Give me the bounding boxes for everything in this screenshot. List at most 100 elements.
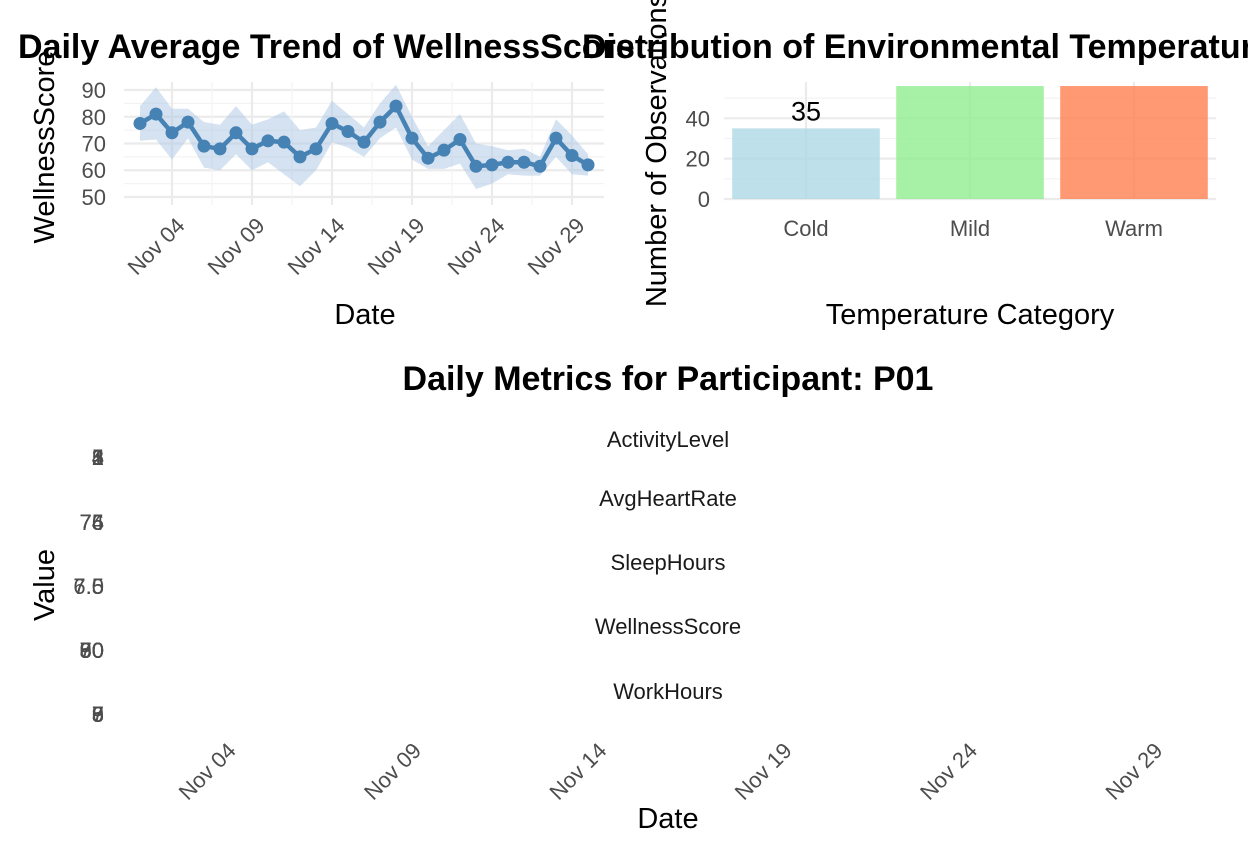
facet-y-tick-label: 3 <box>92 445 104 470</box>
temperature-y-tick-label: 0 <box>698 187 710 212</box>
temperature-bars <box>732 86 1208 199</box>
wellness-x-ticks: Nov 04 Nov 09 Nov 14 Nov 19 Nov 24 Nov 29 <box>123 213 590 280</box>
temperature-y-tick-label: 40 <box>686 106 710 131</box>
facet-y-tick-label: 2 <box>92 445 104 470</box>
wellness-data-point <box>245 142 259 156</box>
participant-chart-title: Daily Metrics for Participant: P01 <box>403 360 934 398</box>
wellness-data-point <box>149 107 163 121</box>
wellness-data-point <box>485 158 499 172</box>
temperature-bar-cold <box>732 128 880 199</box>
wellness-data-point <box>453 132 467 146</box>
facet-y-tick-label: 4 <box>92 445 104 470</box>
wellness-data-point <box>405 131 419 145</box>
wellness-x-tick-label: Nov 29 <box>523 213 590 280</box>
participant-facets: ActivityLevel54321AvgHeartRate767574Slee… <box>73 427 741 727</box>
wellness-x-tick-label: Nov 24 <box>443 213 510 280</box>
temperature-x-axis-title: Temperature Category <box>826 299 1115 331</box>
temperature-bar-labels: 35 <box>791 96 821 126</box>
wellness-data-point <box>309 142 323 156</box>
temperature-x-tick-label: Warm <box>1105 216 1163 241</box>
wellness-data-point <box>261 134 275 148</box>
participant-metrics-panel: ActivityLevel54321AvgHeartRate767574Slee… <box>29 360 1167 835</box>
wellness-data-point <box>373 115 387 129</box>
facet-strip-label: ActivityLevel <box>607 427 729 452</box>
temperature-x-tick-label: Mild <box>950 216 990 241</box>
facet-y-tick-label: 9 <box>92 702 104 727</box>
facet-y-tick-label: 70 <box>80 638 104 663</box>
temperature-bar-value-label: 35 <box>791 96 821 126</box>
temperature-chart-title: Distribution of Environmental Temperatur… <box>582 28 1248 66</box>
wellness-data-point <box>293 150 307 164</box>
wellness-data-point <box>357 135 371 149</box>
facet-y-tick-label: 60 <box>80 638 104 663</box>
temperature-distribution-panel: 35 0 20 40 Cold Mild Warm Temperature Catego… <box>641 0 1216 331</box>
facet-y-tick-label: 76 <box>80 510 104 535</box>
participant-x-ticks: Nov 04 Nov 09 Nov 14 Nov 19 Nov 24 Nov 29 <box>174 738 1168 805</box>
facet-y-tick-label: 5 <box>92 702 104 727</box>
facet-y-tick-label: 7.0 <box>73 574 104 599</box>
wellness-data-point <box>469 159 483 173</box>
wellness-data-point <box>229 126 243 140</box>
temperature-y-tick-label: 20 <box>686 147 710 172</box>
participant-x-tick-label: Nov 09 <box>359 738 426 805</box>
wellness-y-axis-title: WellnessScore <box>29 51 61 244</box>
wellness-data-point <box>501 155 515 169</box>
participant-x-tick-label: Nov 04 <box>174 738 241 805</box>
facet-strip-label: WellnessScore <box>595 614 741 639</box>
wellness-data-point <box>517 155 531 169</box>
wellness-x-tick-label: Nov 04 <box>123 213 190 280</box>
temperature-bar-mild <box>896 86 1044 199</box>
wellness-x-axis-title: Date <box>334 299 395 331</box>
participant-x-tick-label: Nov 29 <box>1100 738 1167 805</box>
participant-x-tick-label: Nov 24 <box>915 738 982 805</box>
wellness-x-tick-label: Nov 09 <box>203 213 270 280</box>
facet-y-tick-label: 6.5 <box>73 574 104 599</box>
facet-y-tick-label: 7.5 <box>73 574 104 599</box>
temperature-bar-warm <box>1060 86 1208 199</box>
facet-strip-label: WorkHours <box>613 679 723 704</box>
wellness-data-point <box>533 159 547 173</box>
wellness-data-point <box>325 116 339 130</box>
participant-x-tick-label: Nov 14 <box>544 738 611 805</box>
wellness-data-point <box>421 151 435 165</box>
facet-strip-label: AvgHeartRate <box>599 486 737 511</box>
wellness-y-tick-label: 60 <box>82 158 106 183</box>
participant-x-tick-label: Nov 19 <box>730 738 797 805</box>
temperature-x-tick-label: Cold <box>783 216 828 241</box>
facet-y-tick-label: 5 <box>92 445 104 470</box>
facet-y-tick-label: 6 <box>92 702 104 727</box>
facet-y-tick-label: 75 <box>80 510 104 535</box>
facet-y-tick-label: 80 <box>80 638 104 663</box>
wellness-x-tick-label: Nov 19 <box>363 213 430 280</box>
wellness-data-point <box>277 135 291 149</box>
wellness-data-point <box>341 124 355 138</box>
wellness-y-tick-label: 50 <box>82 185 106 210</box>
wellness-data-point <box>389 99 403 113</box>
wellness-chart-title: Daily Average Trend of WellnessScore <box>18 28 635 66</box>
facet-y-tick-label: 1 <box>92 445 104 470</box>
wellness-y-tick-label: 90 <box>82 78 106 103</box>
wellness-y-tick-label: 80 <box>82 105 106 130</box>
temperature-y-ticks: 0 20 40 <box>686 106 710 212</box>
wellness-data-point <box>181 115 195 129</box>
facet-y-tick-label: 8 <box>92 702 104 727</box>
facet-y-tick-label: 74 <box>80 510 104 535</box>
temperature-y-axis-title: Number of Observations <box>641 0 673 307</box>
facet-y-tick-label: 50 <box>80 638 104 663</box>
wellness-data-point <box>197 139 211 153</box>
wellness-y-tick-label: 70 <box>82 132 106 157</box>
facet-y-tick-label: 90 <box>80 638 104 663</box>
wellness-data-point <box>133 116 147 130</box>
wellness-trend-points <box>133 99 595 173</box>
wellness-x-tick-label: Nov 14 <box>283 213 350 280</box>
wellness-data-point <box>165 126 179 140</box>
facet-strip-label: SleepHours <box>611 550 726 575</box>
wellness-data-point <box>581 158 595 172</box>
participant-x-axis-title: Date <box>637 803 698 835</box>
wellness-data-point <box>565 149 579 163</box>
temperature-x-ticks: Cold Mild Warm <box>783 216 1163 241</box>
wellness-data-point <box>437 143 451 157</box>
